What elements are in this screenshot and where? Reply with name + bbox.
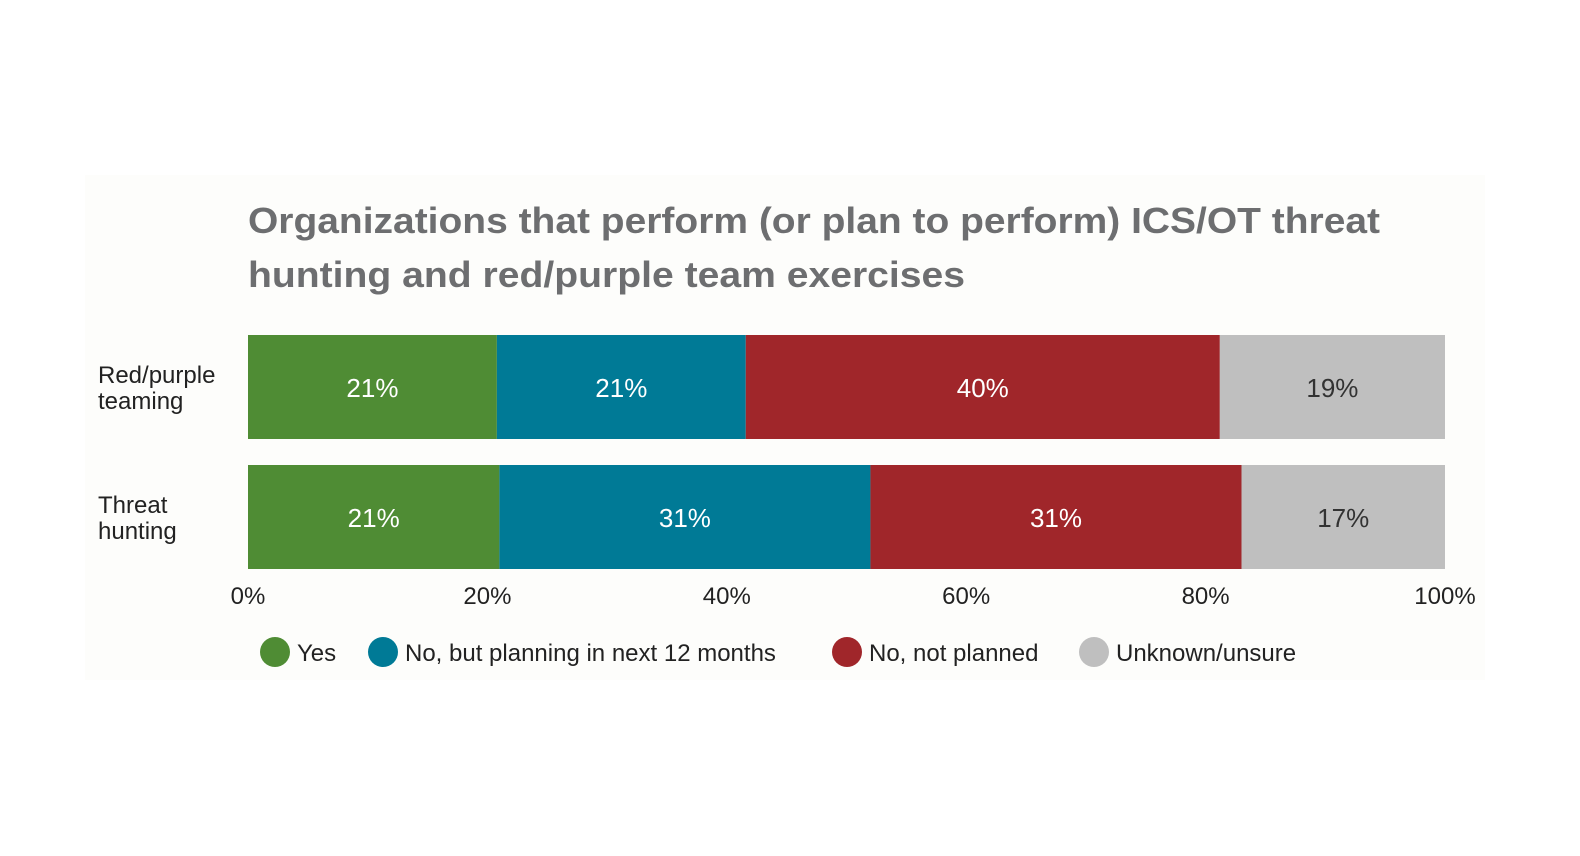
data-label: 17%: [1317, 503, 1369, 533]
x-tick-label: 80%: [1182, 583, 1230, 610]
category-label: Threat: [98, 492, 168, 519]
data-label: 31%: [1030, 503, 1082, 533]
x-tick-label: 100%: [1414, 583, 1475, 610]
bar-segment: [248, 465, 500, 569]
chart-title: Organizations that perform (or plan to p…: [248, 200, 1380, 295]
category-label: hunting: [98, 518, 177, 545]
chart-title-line-1: Organizations that perform (or plan to p…: [248, 200, 1380, 241]
legend: Yes No, but planning in next 12 months No,…: [260, 637, 1296, 667]
bar-segment: [496, 335, 746, 439]
bars: 21% 21% 40% 19% 21% 31% 31% 17%: [248, 335, 1445, 569]
x-tick-label: 20%: [463, 583, 511, 610]
data-label: 21%: [348, 503, 400, 533]
bar-segment: [248, 335, 497, 439]
category-label: teaming: [98, 388, 183, 415]
legend-label: Unknown/unsure: [1116, 640, 1296, 667]
legend-label: No, but planning in next 12 months: [405, 640, 776, 667]
bar-segment: [1219, 335, 1445, 439]
category-label: Red/purple: [98, 362, 215, 389]
legend-swatch: [368, 637, 398, 667]
bar-segment: [1241, 465, 1445, 569]
x-tick-label: 0%: [231, 583, 266, 610]
legend-label: Yes: [297, 640, 336, 667]
x-tick-label: 60%: [942, 583, 990, 610]
data-label: 21%: [346, 373, 398, 403]
bar-segment: [499, 465, 871, 569]
bar-segment: [870, 465, 1242, 569]
bar-segment: [745, 335, 1220, 439]
data-label: 19%: [1306, 373, 1358, 403]
x-tick-label: 40%: [703, 583, 751, 610]
legend-label: No, not planned: [869, 640, 1038, 667]
data-label: 31%: [659, 503, 711, 533]
legend-swatch: [260, 637, 290, 667]
legend-swatch: [1079, 637, 1109, 667]
x-axis-ticks: 0% 20% 40% 60% 80% 100%: [231, 583, 1476, 610]
legend-swatch: [832, 637, 862, 667]
data-label: 40%: [957, 373, 1009, 403]
data-label: 21%: [595, 373, 647, 403]
chart-title-line-2: hunting and red/purple team exercises: [248, 254, 965, 295]
